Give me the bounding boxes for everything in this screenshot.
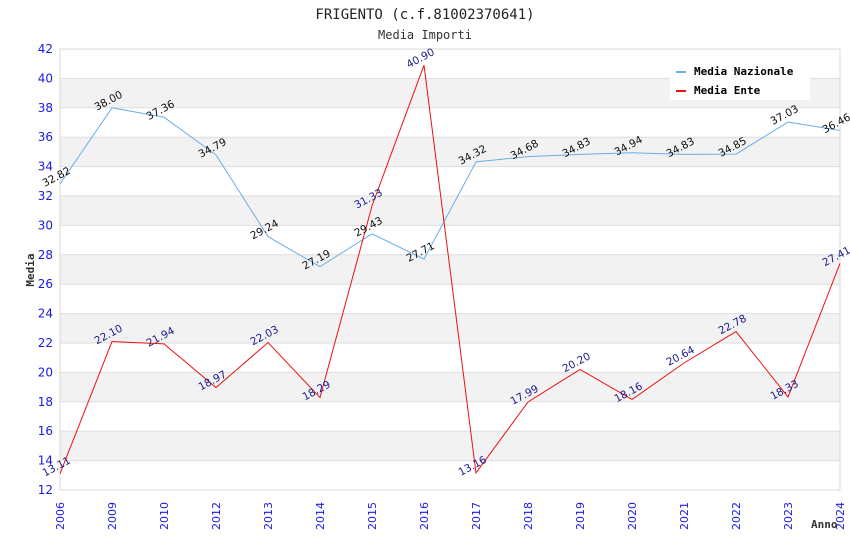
x-tick-label: 2020	[626, 502, 639, 530]
data-label: 40.90	[405, 46, 437, 71]
y-axis-label: Media	[24, 253, 37, 286]
y-tick-label: 34	[38, 160, 53, 174]
y-tick-label: 28	[38, 248, 53, 262]
y-tick-label: 18	[38, 395, 53, 409]
grid-band	[60, 137, 840, 167]
legend: Media Nazionale Media Ente	[670, 60, 810, 100]
y-tick-label: 32	[38, 189, 53, 203]
grid-band	[60, 431, 840, 461]
x-tick-label: 2015	[366, 502, 379, 530]
grid-band	[60, 313, 840, 343]
x-tick-label: 2016	[418, 502, 431, 530]
y-tick-label: 42	[38, 42, 53, 56]
x-tick-label: 2006	[54, 502, 67, 530]
y-tick-label: 22	[38, 336, 53, 350]
legend-swatch-media-ente	[676, 90, 686, 92]
legend-box	[670, 60, 810, 100]
x-tick-label: 2013	[262, 502, 275, 530]
y-tick-label: 14	[38, 454, 53, 468]
x-tick-label: 2022	[730, 502, 743, 530]
legend-label-media-nazionale: Media Nazionale	[694, 65, 794, 78]
x-tick-label: 2018	[522, 502, 535, 530]
legend-swatch-media-nazionale	[676, 71, 686, 73]
x-tick-label: 2024	[834, 502, 847, 530]
data-label: 36.46	[821, 111, 850, 136]
series-line-media-ente	[59, 64, 841, 475]
x-tick-label: 2023	[782, 502, 795, 530]
grid-band	[60, 372, 840, 402]
y-tick-label: 16	[38, 424, 53, 438]
legend-label-media-ente: Media Ente	[694, 84, 761, 97]
y-tick-label: 38	[38, 101, 53, 115]
plot-frame	[59, 48, 841, 491]
y-tick-label: 36	[38, 130, 53, 144]
series-group	[59, 64, 841, 475]
x-tick-label: 2019	[574, 502, 587, 530]
x-axis: 2006 2009 2010 2012 2013 2014 2015 2016 2017 2018…	[54, 502, 847, 530]
x-tick-label: 2010	[158, 502, 171, 530]
x-tick-label: 2009	[106, 502, 119, 530]
x-tick-label: 2017	[470, 502, 483, 530]
y-tick-label: 20	[38, 365, 53, 379]
chart-subtitle: Media Importi	[378, 28, 472, 42]
x-tick-label: 2012	[210, 502, 223, 530]
x-tick-label: 2021	[678, 502, 691, 530]
y-tick-label: 12	[38, 483, 53, 497]
y-tick-label: 40	[38, 71, 53, 85]
y-tick-label: 24	[38, 307, 53, 321]
y-tick-label: 26	[38, 277, 53, 291]
chart-title: FRIGENTO (c.f.81002370641)	[315, 7, 534, 23]
x-axis-label: Anno	[811, 518, 838, 531]
series-line-media-nazionale	[59, 107, 841, 268]
x-tick-label: 2014	[314, 502, 327, 530]
y-tick-label: 30	[38, 218, 53, 232]
y-axis: 12 14 16 18 20 22 24 26 28 30 32 34 36 38 40 42	[38, 42, 53, 497]
